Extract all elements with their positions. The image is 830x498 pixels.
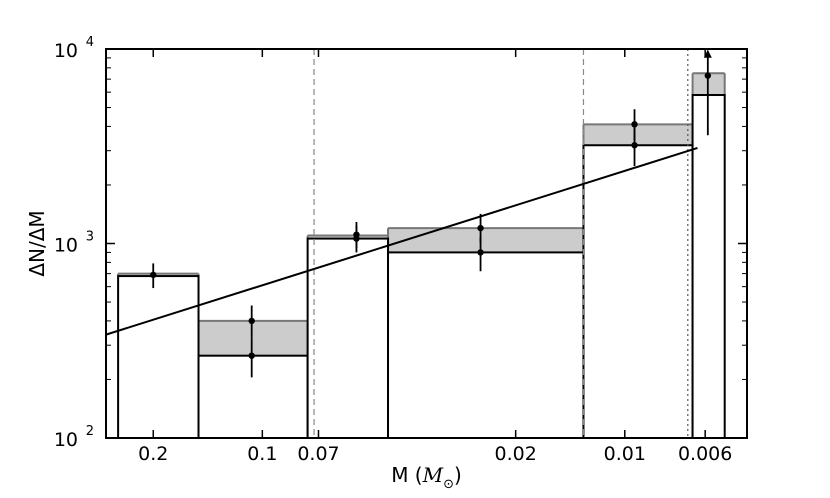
- x-tick-label: 0.01: [604, 443, 646, 465]
- open-bins: [117, 94, 726, 440]
- fit-line-group: [105, 146, 698, 336]
- y-axis-label: ΔN/ΔM: [25, 210, 49, 276]
- y-axis-ticks: 10 2 10 3 10 4: [54, 35, 747, 451]
- data-point: [704, 72, 712, 79]
- x-axis-ticks: 0.2 0.1 0.07 0.02 0.01 0.006: [138, 49, 732, 465]
- x-axis-label-suffix: ): [454, 463, 462, 487]
- y-tick-label: 10: [54, 235, 78, 257]
- x-tick-label: 0.02: [495, 443, 537, 465]
- x-axis-label-prefix: M (: [391, 463, 422, 487]
- data-point: [248, 352, 255, 359]
- data-point: [248, 317, 255, 325]
- open-bin: [306, 237, 390, 439]
- shaded-bin: [307, 235, 389, 239]
- data-point: [477, 249, 484, 256]
- open-bin: [582, 144, 694, 440]
- open-bin: [387, 251, 585, 439]
- shaded-bin: [388, 228, 584, 253]
- open-bin: [117, 275, 200, 440]
- x-tick-label: 0.1: [247, 443, 277, 465]
- y-tick-label: 10: [54, 40, 78, 62]
- x-tick-label: 0.07: [297, 443, 339, 465]
- y-tick-label: 10: [54, 429, 78, 451]
- data-point: [150, 271, 157, 279]
- fit-line: [105, 146, 698, 336]
- data-point: [631, 142, 638, 149]
- x-tick-label: 0.006: [678, 443, 732, 465]
- data-point: [477, 224, 484, 232]
- vertical-guides: [313, 49, 689, 438]
- y-tick-exponent: 3: [86, 230, 94, 245]
- x-axis-label: M (M⊙): [391, 463, 462, 492]
- x-axis-label-subscript: ⊙: [443, 477, 454, 492]
- data-point: [353, 231, 360, 238]
- y-tick-base: 10: [54, 429, 78, 451]
- x-tick-label: 0.2: [138, 443, 168, 465]
- open-bin: [197, 354, 309, 439]
- y-tick-exponent: 2: [86, 424, 94, 439]
- y-tick-exponent: 4: [86, 35, 94, 50]
- shaded-bin: [198, 320, 308, 356]
- y-tick-base: 10: [54, 235, 78, 257]
- y-tick-base: 10: [54, 40, 78, 62]
- x-axis-label-symbol: M: [422, 463, 444, 487]
- shaded-bin: [583, 124, 693, 146]
- data-point: [631, 121, 638, 128]
- shaded-bin: [118, 273, 199, 277]
- open-bin: [691, 94, 726, 440]
